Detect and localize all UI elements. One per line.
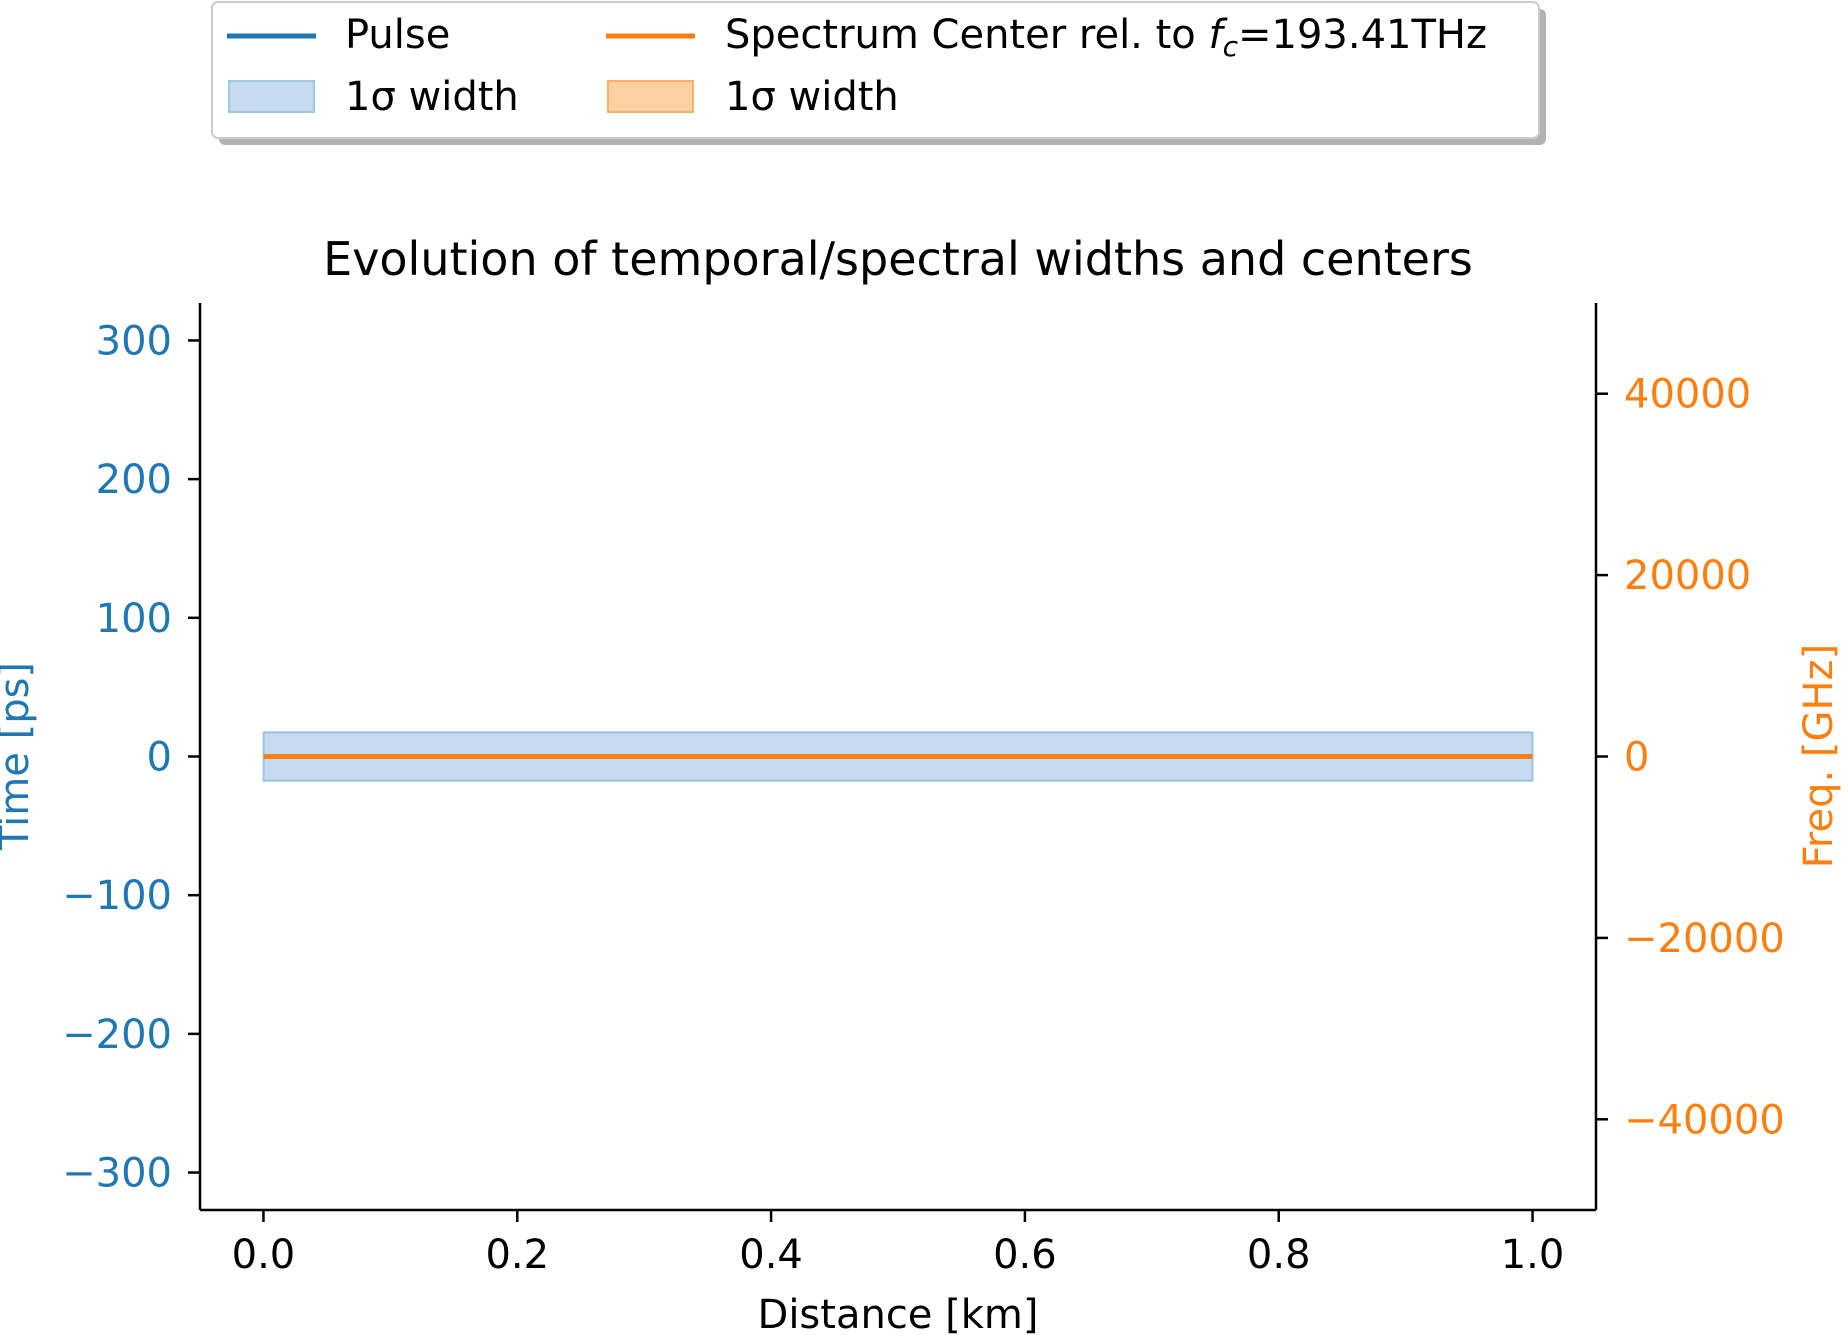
y-left-axis-ticks: −300 −200 −100 0 100 200 300 <box>62 318 200 1197</box>
legend-pulse-width-label: 1σ width <box>345 74 519 120</box>
x-tick-label: 0.6 <box>993 1232 1057 1278</box>
legend-spectrum-width-swatch <box>607 80 694 113</box>
legend-spectrum-width-label: 1σ width <box>725 74 899 120</box>
y-right-tick-label: −20000 <box>1624 916 1785 962</box>
y-right-tick-label: −40000 <box>1624 1097 1785 1143</box>
y-right-axis-label: Freq. [GHz] <box>1796 644 1842 868</box>
x-tick-label: 0.0 <box>232 1232 296 1278</box>
x-tick-label: 1.0 <box>1501 1232 1565 1278</box>
y-right-axis-ticks: −40000 −20000 0 20000 40000 <box>1596 372 1785 1143</box>
y-right-tick-label: 0 <box>1624 735 1649 781</box>
legend-pulse-width-swatch <box>228 80 315 113</box>
y-left-tick-label: −200 <box>62 1012 172 1058</box>
x-axis-ticks: 0.0 0.2 0.4 0.6 0.8 1.0 <box>232 1210 1565 1278</box>
y-left-tick-label: 200 <box>96 457 172 503</box>
y-right-tick-label: 20000 <box>1624 553 1751 599</box>
legend: Pulse 1σ width Spectrum Center rel. to f… <box>211 1 1546 145</box>
legend-pulse-label: Pulse <box>345 12 450 58</box>
y-left-tick-label: −300 <box>62 1151 172 1197</box>
y-right-tick-label: 40000 <box>1624 372 1751 418</box>
chart-title: Evolution of temporal/spectral widths an… <box>323 232 1473 286</box>
x-tick-label: 0.4 <box>739 1232 803 1278</box>
x-tick-label: 0.8 <box>1247 1232 1311 1278</box>
legend-spectrum-label: Spectrum Center rel. to fc=193.41THz <box>725 12 1487 63</box>
y-left-tick-label: −100 <box>62 873 172 919</box>
legend-box <box>211 1 1540 139</box>
y-left-tick-label: 0 <box>147 735 172 781</box>
x-tick-label: 0.2 <box>485 1232 549 1278</box>
y-left-axis-label: Time [ps] <box>0 662 38 851</box>
y-left-tick-label: 300 <box>96 318 172 364</box>
y-left-tick-label: 100 <box>96 596 172 642</box>
x-axis-label: Distance [km] <box>758 1292 1039 1335</box>
